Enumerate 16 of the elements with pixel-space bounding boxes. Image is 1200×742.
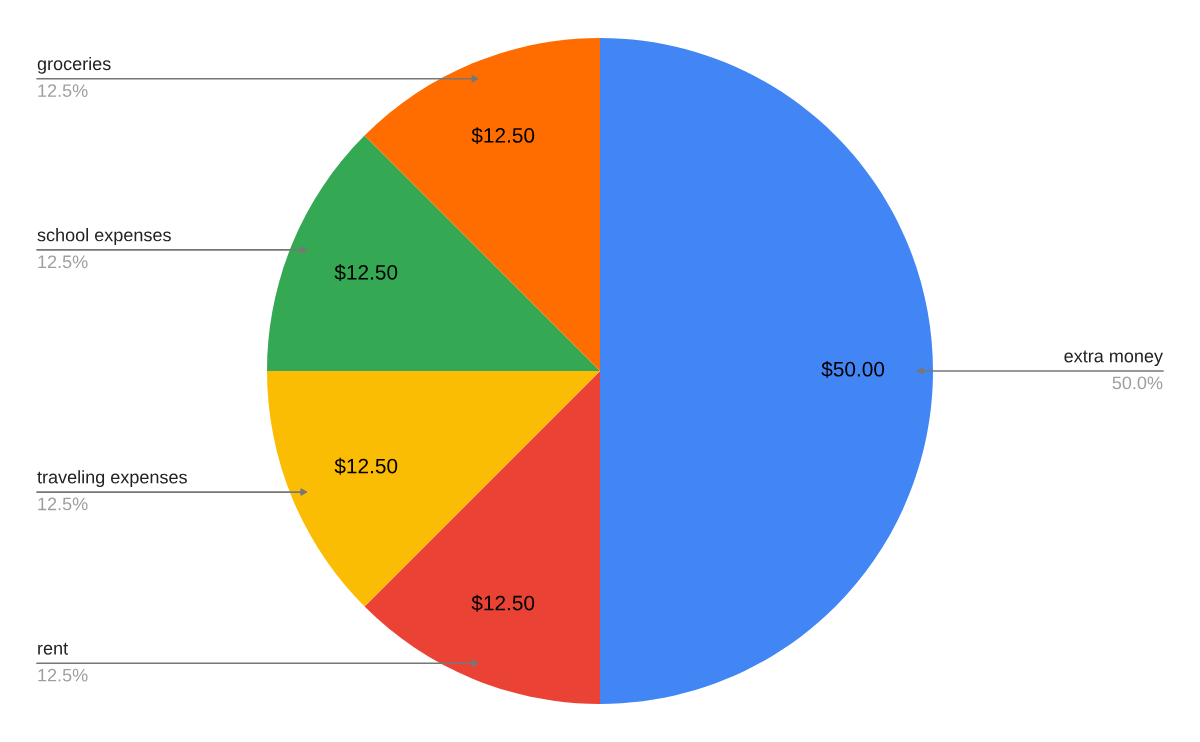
data-label: $12.50 [334, 264, 398, 281]
text: 50.0% [1112, 376, 1163, 390]
slice-label: extra money [1064, 350, 1163, 366]
text: 12.5% [38, 255, 88, 269]
text: 12.5% [38, 84, 88, 97]
slice-label: school expenses [37, 228, 171, 245]
text: 12.5% [38, 668, 88, 682]
pie-slice [600, 38, 933, 704]
data-label: $12.50 [334, 457, 398, 475]
data-label: $50.00 [821, 360, 885, 378]
slice-label: rent [38, 642, 68, 655]
slice-label: traveling expenses [37, 470, 187, 488]
slice-label: groceries [37, 56, 111, 74]
data-label: $12.50 [471, 594, 535, 612]
data-label: $12.50 [471, 127, 535, 145]
text: 12.5% [38, 497, 88, 511]
